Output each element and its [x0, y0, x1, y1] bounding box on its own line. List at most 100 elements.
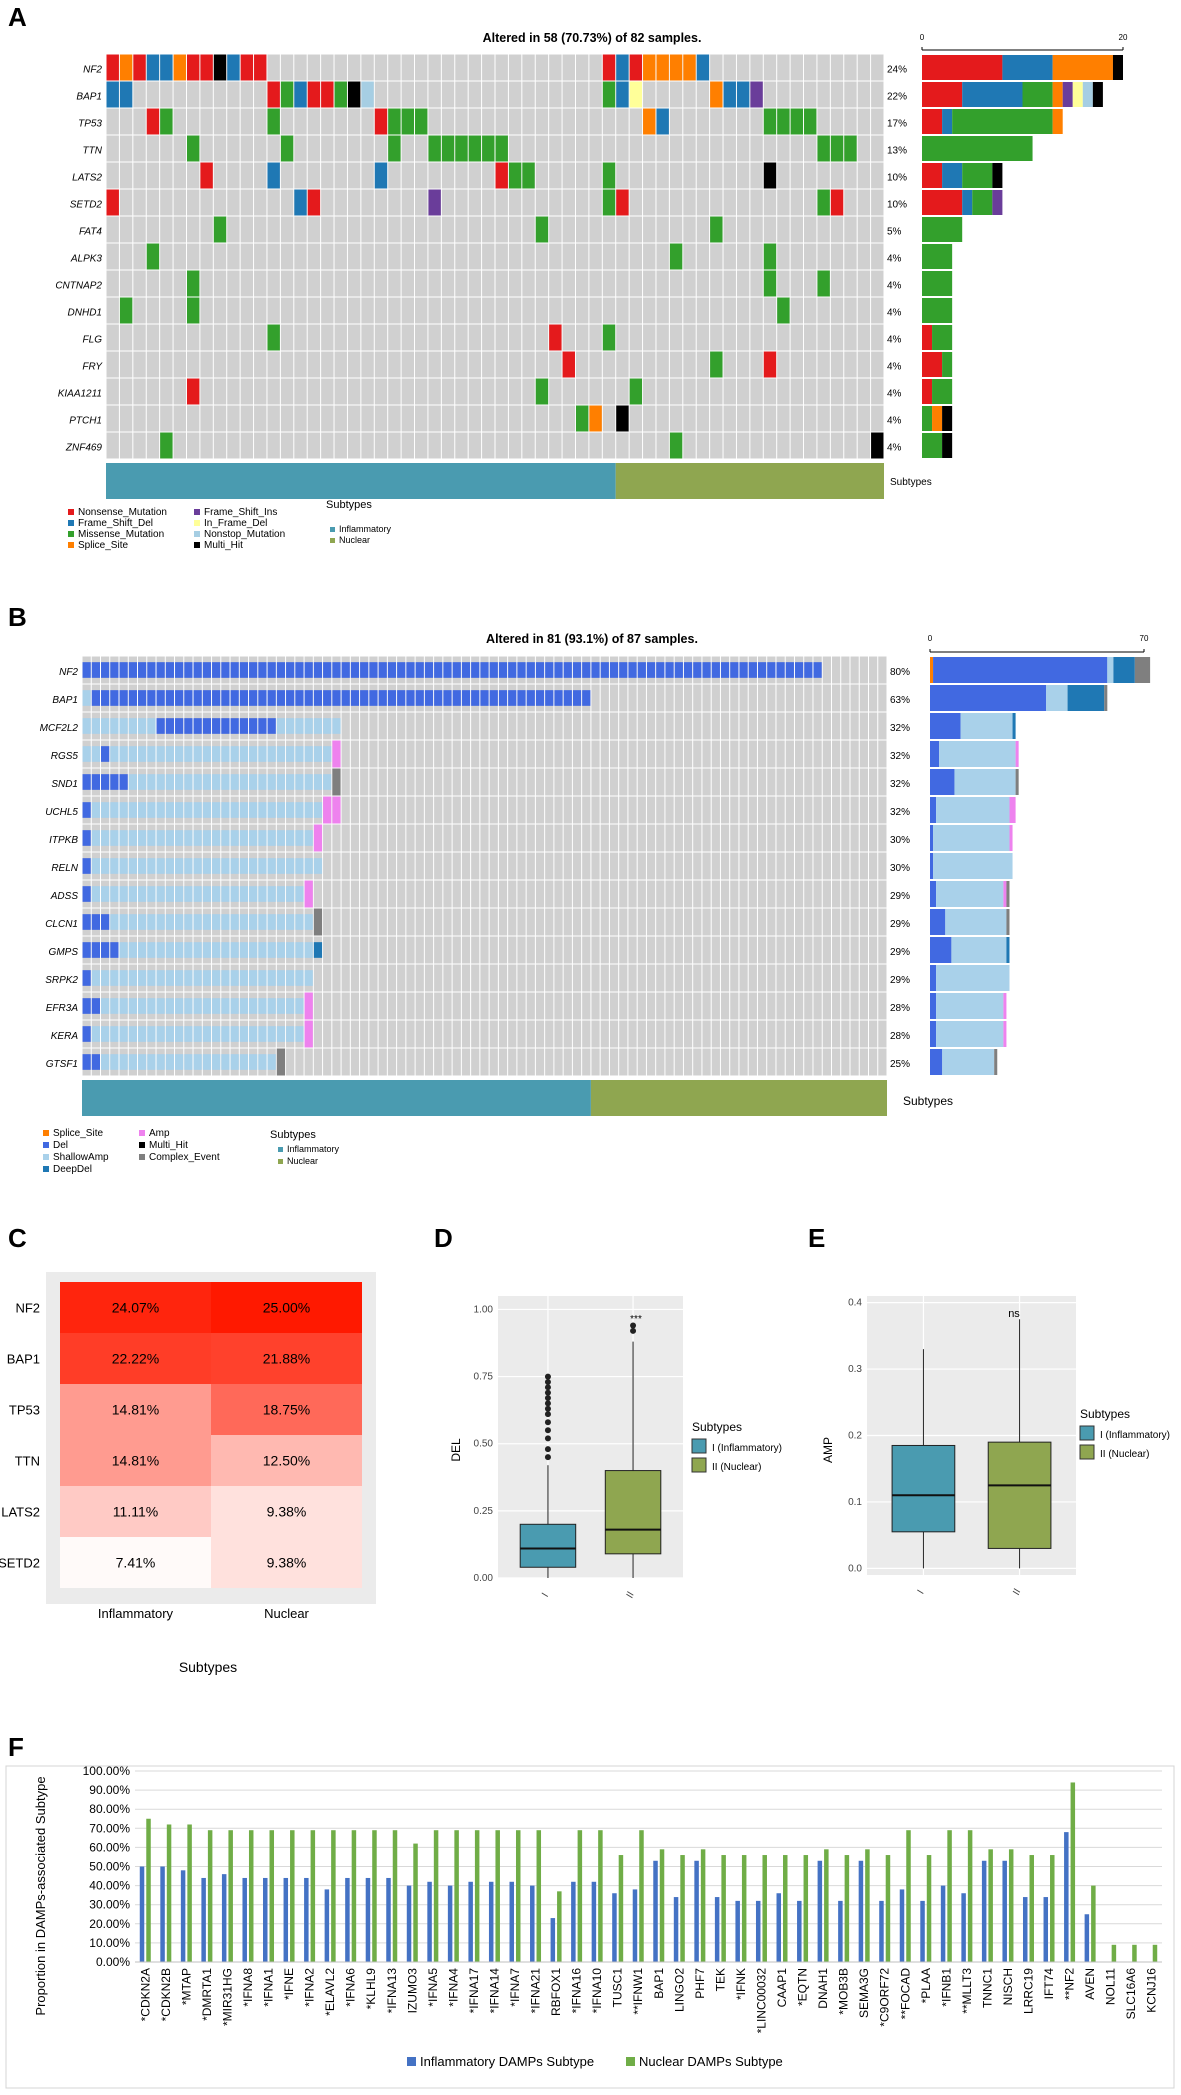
empty-cell [360, 796, 369, 824]
legend-label: II (Nuclear) [712, 1462, 761, 1473]
mutation-cell [763, 243, 777, 270]
empty-cell [878, 908, 887, 936]
empty-cell [186, 81, 200, 108]
mutation-cell [286, 942, 295, 958]
empty-cell [813, 796, 822, 824]
mutation-cell [643, 54, 656, 81]
empty-cell [720, 936, 730, 964]
empty-cell [600, 1020, 609, 1048]
bar [673, 1897, 679, 1962]
empty-cell [350, 1048, 360, 1076]
empty-cell [313, 880, 323, 908]
empty-cell [643, 405, 656, 432]
mutation-cell [138, 914, 147, 930]
mutation-cell [165, 802, 175, 818]
empty-cell [785, 1048, 794, 1076]
empty-cell [133, 135, 146, 162]
empty-cell [563, 1048, 572, 1076]
empty-cell [441, 297, 455, 324]
mutation-cell [267, 830, 276, 846]
mutation-cell [186, 270, 200, 297]
bar [879, 1900, 884, 1962]
empty-cell [757, 936, 767, 964]
empty-cell [822, 1048, 831, 1076]
empty-cell [369, 936, 378, 964]
mutation-cell [202, 942, 212, 958]
empty-cell [480, 824, 489, 852]
mutation-cell [777, 108, 790, 135]
empty-cell [790, 81, 804, 108]
empty-cell [545, 768, 554, 796]
empty-cell [307, 297, 321, 324]
bar-segment [922, 82, 963, 107]
empty-cell [307, 162, 321, 189]
empty-cell [589, 297, 602, 324]
heatmap-col-label: Nuclear [264, 1606, 309, 1621]
empty-cell [871, 135, 884, 162]
mutation-cell [110, 802, 119, 818]
mutation-cell [128, 942, 138, 958]
mutation-cell [119, 297, 133, 324]
empty-cell [841, 1020, 850, 1048]
gene-percent: 32% [890, 779, 910, 790]
mutation-cell [202, 802, 212, 818]
bar [741, 1855, 747, 1962]
empty-cell [841, 852, 850, 880]
empty-cell [804, 712, 813, 740]
mutation-cell [146, 243, 160, 270]
empty-cell [323, 992, 332, 1020]
mutation-cell [304, 970, 313, 986]
bar-segment [1006, 909, 1010, 935]
empty-cell [406, 936, 415, 964]
empty-cell [378, 824, 387, 852]
mutation-cell [184, 830, 193, 846]
empty-cell [549, 351, 562, 378]
empty-cell [401, 351, 415, 378]
empty-cell [665, 1048, 674, 1076]
heatmap-cell [60, 1486, 211, 1537]
empty-cell [871, 297, 884, 324]
empty-cell [415, 432, 428, 459]
legend-label: Splice_Site [53, 1128, 103, 1139]
mutation-cell [101, 1054, 110, 1070]
empty-cell [563, 740, 572, 768]
empty-cell [582, 852, 591, 880]
mutation-cell [147, 970, 156, 986]
empty-cell [739, 992, 748, 1020]
bar [221, 1874, 227, 1962]
gene-label: LATS2 [72, 172, 102, 183]
mutation-cell [128, 1054, 138, 1070]
mutation-cell [619, 662, 628, 678]
empty-cell [254, 297, 267, 324]
empty-cell [468, 432, 482, 459]
empty-cell [428, 81, 441, 108]
bar-segment [1052, 109, 1063, 134]
mutation-cell [249, 886, 258, 902]
mutation-cell [295, 802, 304, 818]
empty-cell [119, 405, 133, 432]
empty-cell [323, 964, 332, 992]
empty-cell [710, 324, 723, 351]
mutation-cell [128, 886, 138, 902]
bar [618, 1855, 624, 1962]
empty-cell [321, 378, 334, 405]
empty-cell [850, 740, 859, 768]
mutation-cell [428, 135, 441, 162]
mutation-cell [91, 718, 101, 734]
empty-cell [763, 54, 777, 81]
mutation-cell [656, 662, 665, 678]
legend-label: DeepDel [53, 1164, 92, 1175]
empty-cell [600, 824, 609, 852]
empty-cell [443, 908, 452, 936]
empty-cell [388, 432, 401, 459]
empty-cell [702, 768, 711, 796]
empty-cell [739, 712, 748, 740]
empty-cell [160, 297, 173, 324]
empty-cell [350, 796, 360, 824]
empty-cell [696, 351, 710, 378]
mutation-cell [304, 942, 313, 958]
bar [324, 1889, 330, 1962]
empty-cell [591, 964, 600, 992]
empty-cell [841, 908, 850, 936]
empty-cell [656, 880, 665, 908]
